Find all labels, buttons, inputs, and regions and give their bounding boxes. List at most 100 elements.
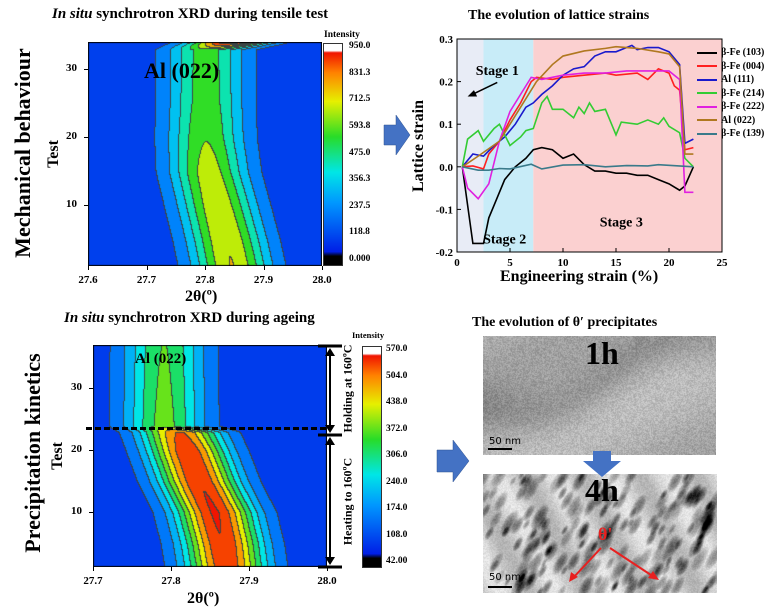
colorbar-tick-label: 504.0 [386,370,408,381]
x-tick-label: 10 [558,257,570,269]
x-tick-label: 25 [717,257,729,269]
x-tick-label: 20 [664,257,676,269]
legend-label: β-Fe (004) [721,60,765,72]
down-arrow-icon [583,451,621,477]
y-tick-label: -0.1 [436,204,453,216]
peak-annotation: Al (022) [144,58,220,83]
x-tick [171,567,172,571]
colorbar-tick-label: 0.000 [349,254,371,264]
y-tick [89,449,93,451]
y-tick-label: 10 [66,197,77,210]
stage-label: Stage 3 [600,215,643,230]
y-tick-label: 30 [71,381,82,394]
legend-label: β-Fe (214) [721,87,765,99]
series-line [461,94,694,168]
lattice-strain-title: The evolution of lattice strains [468,8,650,23]
x-tick [322,266,323,270]
y-tick-label: 0.0 [439,162,453,174]
legend-swatch [697,78,717,81]
series-line [462,163,694,172]
scale-bar-label: 50 nm [489,436,521,447]
y-tick-label: 10 [71,504,82,517]
tensile-colorbar [323,43,343,266]
x-tick [327,567,328,571]
x-tick-label: 0 [454,257,460,269]
colorbar-tick-label: 356.3 [349,174,371,185]
legend-entry: Al (111) [697,74,754,85]
legend-swatch [697,65,717,68]
x-tick-label: 27.7 [83,575,103,587]
y-tick [89,511,93,513]
lattice-x-axis-label: Engineering strain (%) [500,268,659,285]
holding-label: Holding at 160ºC [340,344,355,433]
x-tick-label: 27.6 [78,274,98,286]
x-tick-label: 28.0 [317,575,337,587]
stage-arrowhead [467,90,478,97]
colorbar-label: Intensity [324,30,360,40]
tem-image-4h [483,474,717,593]
stage-region [457,39,484,252]
theta-prime-annotation: θ' [598,524,613,544]
legend-swatch [697,105,717,108]
colorbar-tick-label: 831.3 [349,67,371,78]
legend-label: Al (111) [721,74,755,85]
series-line [462,67,694,170]
peak-annotation: Al (022) [135,351,187,367]
plot-frame [456,38,723,253]
lattice-y-axis-label: Lattice strain [409,100,427,192]
colorbar-tick-label: 950.0 [349,41,371,51]
colorbar-tick-label: 108.0 [386,529,408,540]
colorbar-tick-label: 118.8 [349,227,370,238]
y-tick [89,388,93,390]
y-tick-label: 20 [66,130,77,143]
tem-image-1h [483,336,716,455]
right-arrow-icon [383,114,411,156]
scale-bar-label: 50 nm [489,572,521,583]
tem-label-1h: 1h [585,335,619,371]
colorbar-tick-label: 240.0 [386,476,408,487]
colorbar-tick-label: 306.0 [386,450,408,460]
colorbar-tick-label: 438.0 [386,397,408,407]
title-rest: synchrotron XRD during tensile test [92,6,329,22]
colorbar-label: Intensity [352,330,385,340]
theta-prime-arrows [569,547,659,582]
legend-swatch [697,92,717,95]
colorbar-tick-label: 593.8 [349,120,371,131]
y-tick-label: 0.1 [439,119,453,131]
x-tick-label: 27.9 [239,575,259,587]
x-tick-label: 5 [507,257,513,269]
x-tick-label: 27.9 [253,274,274,286]
legend-entry: β-Fe (214) [697,88,764,99]
legend-swatch [697,51,717,54]
right-arrow-icon [436,439,470,483]
dashed-line [86,427,326,431]
legend-entry: β-Fe (103) [697,47,764,58]
scale-bar [488,586,512,588]
stage-label: Stage 1 [476,64,519,79]
legend-entry: β-Fe (004) [697,61,764,72]
y-tick [84,137,88,139]
series-line [461,45,694,168]
y-tick [84,69,88,71]
title-rest: synchrotron XRD during ageing [104,310,315,326]
legend: β-Fe (103) β-Fe (004) Al (111) β-Fe (214) β-… [697,47,776,147]
y-tick-label: -0.2 [436,247,454,259]
x-tick [263,266,265,270]
ageing-x-axis-label: 2θ(º) [187,590,220,607]
y-tick [84,204,88,206]
x-tick-label: 27.8 [161,575,181,587]
title-italic: In situ [52,6,93,22]
x-tick [88,266,89,270]
legend-entry: Al (022) [697,115,755,126]
colorbar-tick-label: 712.5 [349,94,371,105]
legend-label: β-Fe (139) [721,128,765,139]
legend-label: β-Fe (103) [721,47,765,58]
scale-bar [488,448,512,450]
x-tick [249,567,250,571]
tem-label-4h: 4h [585,472,619,508]
tem-title: The evolution of θ′ precipitates [472,315,658,330]
ageing-y-axis-label: Test [48,442,66,470]
colorbar-tick-label: 475.0 [349,147,371,158]
x-tick [146,266,148,270]
